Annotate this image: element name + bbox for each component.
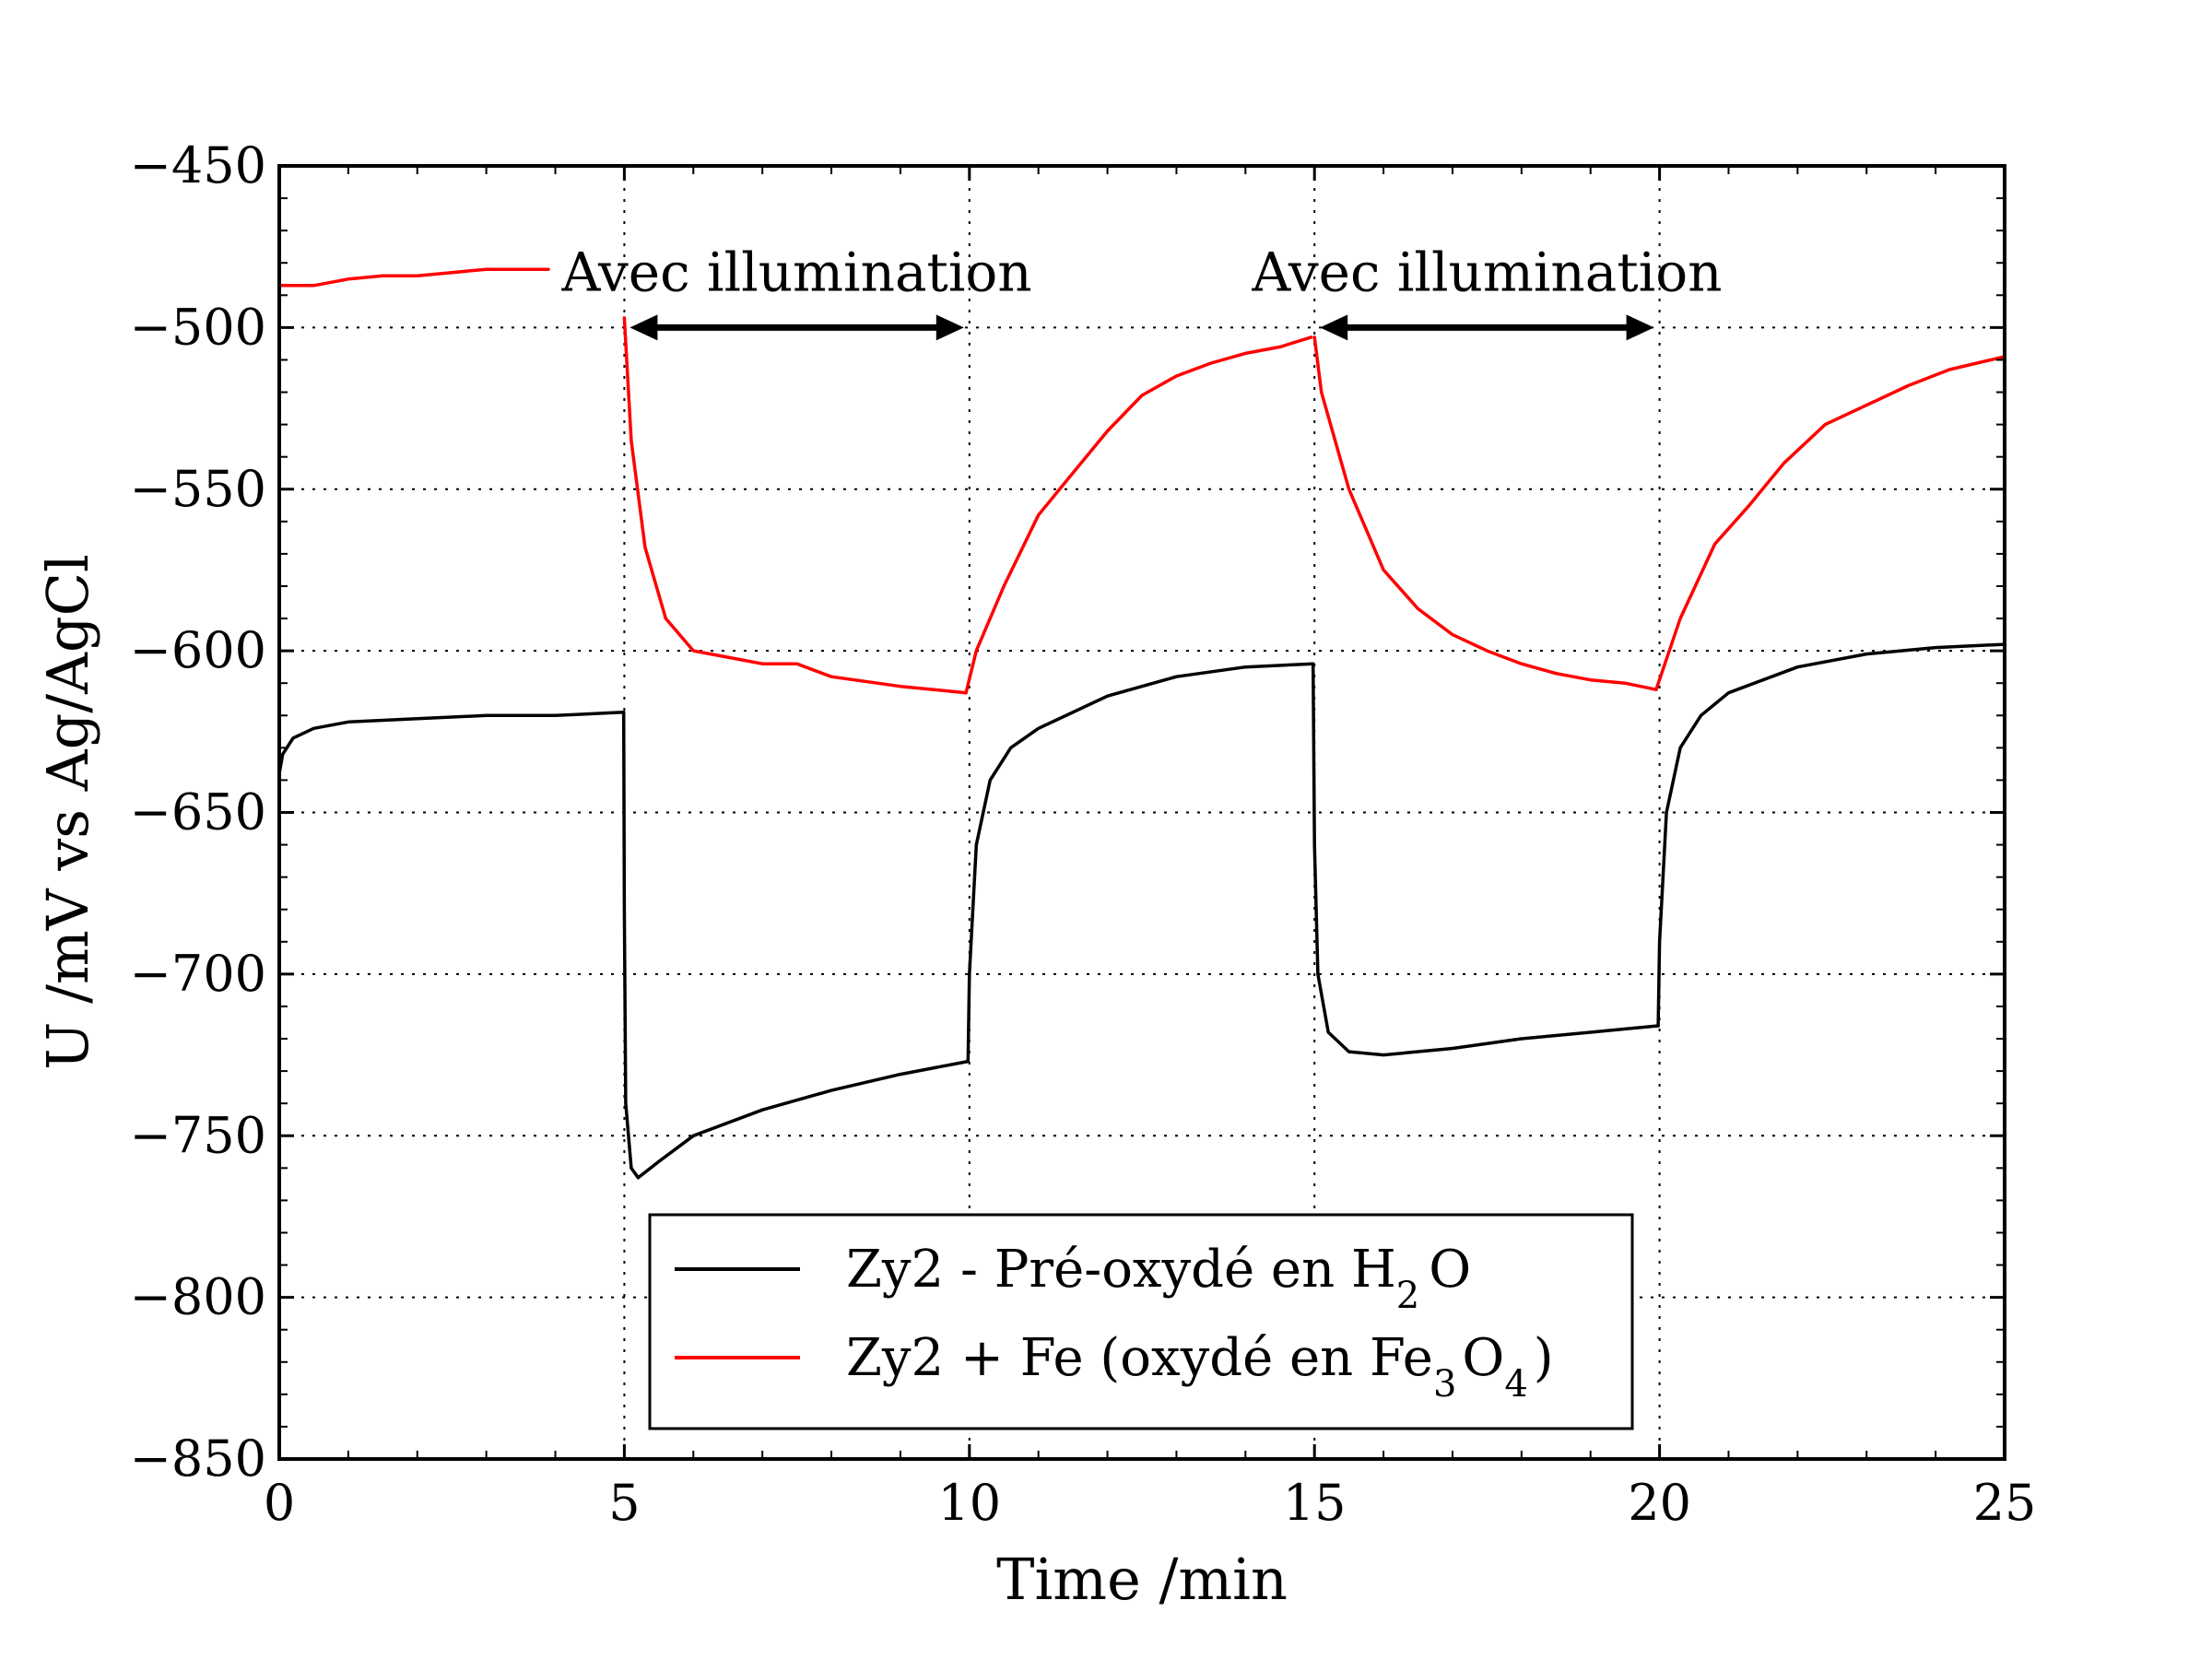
legend: Zy2 - Pré-oxydé en H2 O Zy2 + Fe (oxydé e… [648,1213,1634,1430]
legend-label-black: Zy2 - Pré-oxydé en H2 O [846,1240,1471,1317]
series-layer [277,267,2006,1180]
legend-label-red-mid: O [1462,1328,1504,1388]
series-red-segment-4 [1312,335,1658,691]
illumination-arrow-head-left-1 [629,314,658,341]
x-tick-label: 25 [1973,1474,2037,1532]
y-tick-label: −800 [130,1268,266,1326]
x-tick-label: 10 [937,1474,1001,1532]
legend-label-black-sub: 2 [1396,1275,1419,1317]
x-axis-label: Time /min [996,1546,1288,1613]
x-tick-label: 0 [264,1474,295,1532]
legend-label-red-end: ) [1534,1328,1554,1388]
y-tick-label: −750 [130,1106,266,1164]
x-tick-label: 20 [1628,1474,1691,1532]
legend-label-red-sub1: 3 [1433,1363,1456,1406]
y-axis-label: U /mV vs Ag/AgCl [34,554,101,1070]
legend-box [648,1213,1634,1430]
illumination-label-1: Avec illumination [561,241,1032,303]
series-red-segment-5 [1654,355,2006,691]
legend-label-red-sub2: 4 [1504,1363,1527,1406]
y-tick-label: −450 [130,136,266,194]
y-tick-label: −700 [130,945,266,1003]
legend-label-red: Zy2 + Fe (oxydé en Fe3 O4) [846,1328,1554,1406]
illumination-arrow-head-right-2 [1626,314,1654,341]
series-black-segment-5 [1656,642,2006,1028]
y-tick-label: −600 [130,621,266,679]
x-tick-label: 15 [1283,1474,1347,1532]
series-red-segment-3 [964,335,1313,695]
y-tick-label: −850 [130,1430,266,1488]
illumination-arrow-head-left-2 [1320,314,1348,341]
legend-label-red-main: Zy2 + Fe (oxydé en Fe [846,1328,1433,1388]
series-red-segment-2 [622,316,968,695]
y-tick-label: −550 [130,460,266,518]
legend-label-black-main: Zy2 - Pré-oxydé en H [846,1240,1396,1300]
series-black-segment-3 [966,662,1315,1064]
y-tick-label: −650 [130,783,266,841]
series-black-segment-4 [1311,662,1660,1057]
y-tick-label: −500 [130,298,266,356]
grid-layer [279,166,2005,1459]
x-tick-label: 5 [608,1474,640,1532]
series-black-segment-1 [277,711,626,776]
illumination-arrow-head-right-1 [935,314,964,341]
series-red-segment-1 [277,267,550,288]
illumination-label-2: Avec illumination [1251,241,1722,303]
tick-layer: 0 5 10 15 20 25 −450 −500 −550 −600 −650 −700 −750 −8… [130,136,2037,1532]
annotation-layer: Avec illumination Avec illumination [561,241,1722,341]
series-black-segment-2 [621,711,971,1180]
legend-label-black-end: O [1429,1240,1471,1300]
